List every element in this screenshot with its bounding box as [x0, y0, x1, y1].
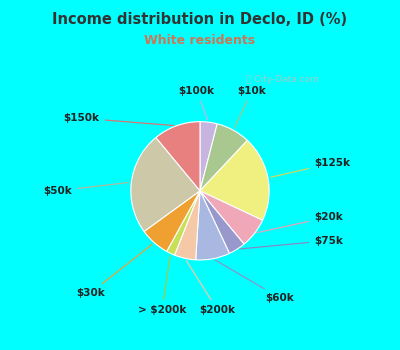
Text: $60k: $60k: [215, 260, 294, 303]
Text: $75k: $75k: [240, 236, 343, 249]
Wedge shape: [200, 191, 244, 253]
Text: $100k: $100k: [178, 85, 214, 120]
Wedge shape: [200, 191, 262, 244]
Text: $125k: $125k: [271, 158, 350, 177]
Text: $10k: $10k: [234, 85, 266, 128]
Wedge shape: [156, 122, 200, 191]
Text: $150k: $150k: [64, 113, 174, 126]
Wedge shape: [131, 138, 200, 231]
Text: ⓘ City-Data.com: ⓘ City-Data.com: [246, 76, 319, 84]
Wedge shape: [200, 140, 269, 220]
Wedge shape: [200, 124, 247, 191]
Text: $20k: $20k: [257, 212, 343, 233]
Text: Income distribution in Declo, ID (%): Income distribution in Declo, ID (%): [52, 12, 348, 27]
Wedge shape: [167, 191, 200, 255]
Text: > $200k: > $200k: [138, 256, 186, 315]
Text: $50k: $50k: [43, 182, 129, 196]
Text: $200k: $200k: [186, 261, 235, 315]
Text: $30k: $30k: [76, 244, 152, 298]
Wedge shape: [196, 191, 230, 260]
Wedge shape: [200, 122, 217, 191]
Wedge shape: [144, 191, 200, 251]
Wedge shape: [174, 191, 200, 260]
Text: White residents: White residents: [144, 34, 256, 48]
